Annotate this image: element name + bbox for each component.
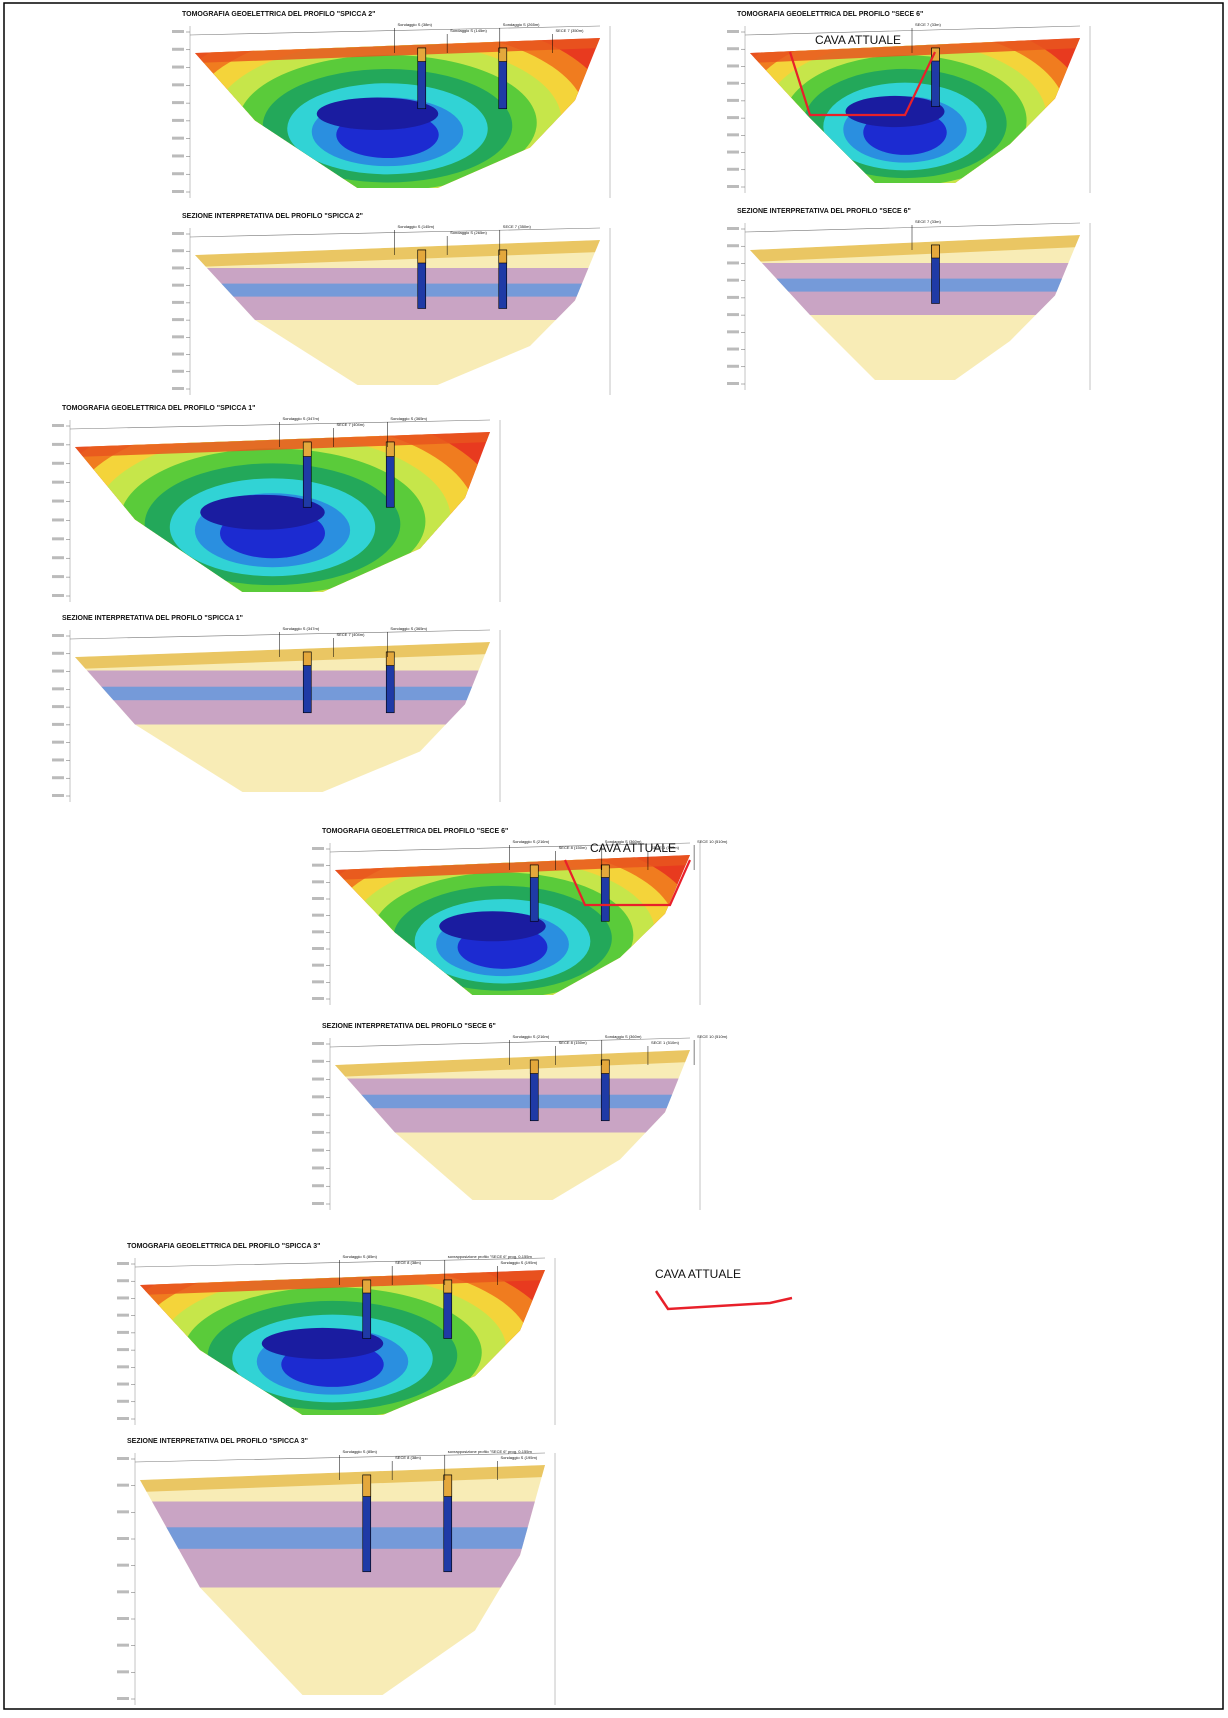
borehole-label: Sondaggio S (365m) — [390, 626, 427, 631]
elevation-axis — [727, 223, 746, 390]
borehole-label: Sondaggio S (195m) — [500, 1260, 537, 1265]
borehole-label: Sondaggio S (216m) — [513, 1034, 550, 1039]
cava-legend-label: CAVA ATTUALE — [655, 1267, 741, 1281]
borehole-label: Sondaggio S (365m) — [390, 416, 427, 421]
panel-title: SEZIONE INTERPRETATIVA DEL PROFILO "SECE… — [322, 1023, 496, 1030]
borehole-log — [417, 249, 427, 309]
borehole-label: Sondaggio S (145m) — [450, 28, 487, 33]
borehole-log — [385, 651, 395, 714]
elevation-axis — [172, 228, 191, 395]
borehole-label: Sondaggio S (265m) — [503, 22, 540, 27]
elevation-axis — [52, 420, 71, 602]
borehole-label: Sondaggio S (85m) — [343, 1449, 378, 1454]
topography-line — [189, 227, 601, 238]
borehole-label: Sondaggio S (216m) — [513, 839, 550, 844]
borehole-log — [931, 47, 940, 107]
borehole-log — [443, 1279, 453, 1339]
borehole-log — [529, 1059, 539, 1122]
topography-line — [134, 1257, 546, 1268]
cava-outline — [788, 51, 936, 117]
borehole-label: SECE 8 (150m) — [559, 1040, 588, 1045]
borehole-label: Sondaggio S (85m) — [343, 1254, 378, 1259]
panel-title: SEZIONE INTERPRETATIVA DEL PROFILO "SPIC… — [182, 213, 363, 220]
panel-title: TOMOGRAFIA GEOELETTRICA DEL PROFILO "SPI… — [62, 405, 255, 412]
panel-title: TOMOGRAFIA GEOELETTRICA DEL PROFILO "SEC… — [322, 828, 508, 835]
topography-line — [69, 629, 491, 640]
topography-line — [329, 1037, 691, 1048]
elevation-axis — [172, 26, 191, 198]
topography-line — [189, 25, 601, 36]
elevation-axis — [727, 26, 746, 193]
borehole-label: SECE 8 (38m) — [395, 1455, 421, 1460]
elevation-axis — [117, 1453, 136, 1705]
borehole-label: SECE 10 (510m) — [697, 1034, 728, 1039]
borehole-log — [529, 864, 539, 922]
borehole-label: SECE 10 (510m) — [697, 839, 728, 844]
borehole-label: Sondaggio S (347m) — [283, 626, 320, 631]
borehole-label: SECE 7 (404m) — [336, 422, 365, 427]
elevation-axis — [312, 843, 331, 1005]
topography-line — [744, 222, 1081, 233]
cava-outline — [563, 859, 692, 907]
borehole-log — [362, 1474, 372, 1573]
borehole-label: Sondaggio S (360m) — [605, 839, 642, 844]
elevation-axis — [117, 1258, 136, 1425]
borehole-label: SECE 7 (33m) — [915, 22, 941, 27]
borehole-log — [498, 249, 508, 309]
borehole-label: SECE 7 (350m) — [503, 224, 532, 229]
borehole-label: Sondaggio S (145m) — [398, 224, 435, 229]
borehole-label: SECE 7 (350m) — [555, 28, 584, 33]
borehole-log — [443, 1474, 453, 1573]
cava-legend-line — [654, 1290, 793, 1311]
panel-title: TOMOGRAFIA GEOELETTRICA DEL PROFILO "SPI… — [127, 1243, 320, 1250]
borehole-log — [600, 864, 610, 922]
panel-title: SEZIONE INTERPRETATIVA DEL PROFILO "SPIC… — [62, 615, 243, 622]
borehole-log — [302, 441, 312, 508]
borehole-log — [302, 651, 312, 714]
borehole-label: sovrapposizione profilo "SECE 6" prog. 0… — [448, 1254, 533, 1259]
panel-title: SEZIONE INTERPRETATIVA DEL PROFILO "SPIC… — [127, 1438, 308, 1445]
borehole-log — [498, 47, 508, 110]
borehole-log — [600, 1059, 610, 1122]
panel-title: TOMOGRAFIA GEOELETTRICA DEL PROFILO "SEC… — [737, 11, 923, 18]
topography-line — [69, 419, 491, 430]
borehole-log — [931, 244, 940, 304]
borehole-label: SECE 8 (38m) — [395, 1260, 421, 1265]
topography-line — [744, 25, 1081, 36]
borehole-log — [362, 1279, 372, 1339]
elevation-axis — [52, 630, 71, 802]
borehole-label: Sondaggio S (360m) — [605, 1034, 642, 1039]
borehole-label: SECE 1 (510m) — [651, 845, 680, 850]
borehole-label: Sondaggio S (347m) — [283, 416, 320, 421]
borehole-label: Sondaggio S (38m) — [398, 22, 433, 27]
borehole-label: SECE 1 (510m) — [651, 1040, 680, 1045]
borehole-label: Sondaggio S (195m) — [500, 1455, 537, 1460]
borehole-label: sovrapposizione profilo "SECE 6" prog. 0… — [448, 1449, 533, 1454]
borehole-log — [417, 47, 427, 110]
elevation-axis — [312, 1038, 331, 1210]
topography-line — [329, 842, 691, 853]
borehole-label: SECE 8 (150m) — [559, 845, 588, 850]
cava-legend: CAVA ATTUALE — [654, 1267, 793, 1311]
borehole-log — [385, 441, 395, 508]
cava-label: CAVA ATTUALE — [590, 841, 676, 855]
borehole-label: SECE 7 (404m) — [336, 632, 365, 637]
cava-label: CAVA ATTUALE — [815, 33, 901, 47]
topography-line — [134, 1452, 546, 1463]
borehole-label: Sondaggio S (265m) — [450, 230, 487, 235]
borehole-label: SECE 7 (33m) — [915, 219, 941, 224]
panel-title: TOMOGRAFIA GEOELETTRICA DEL PROFILO "SPI… — [182, 11, 375, 18]
panel-title: SEZIONE INTERPRETATIVA DEL PROFILO "SECE… — [737, 208, 911, 215]
